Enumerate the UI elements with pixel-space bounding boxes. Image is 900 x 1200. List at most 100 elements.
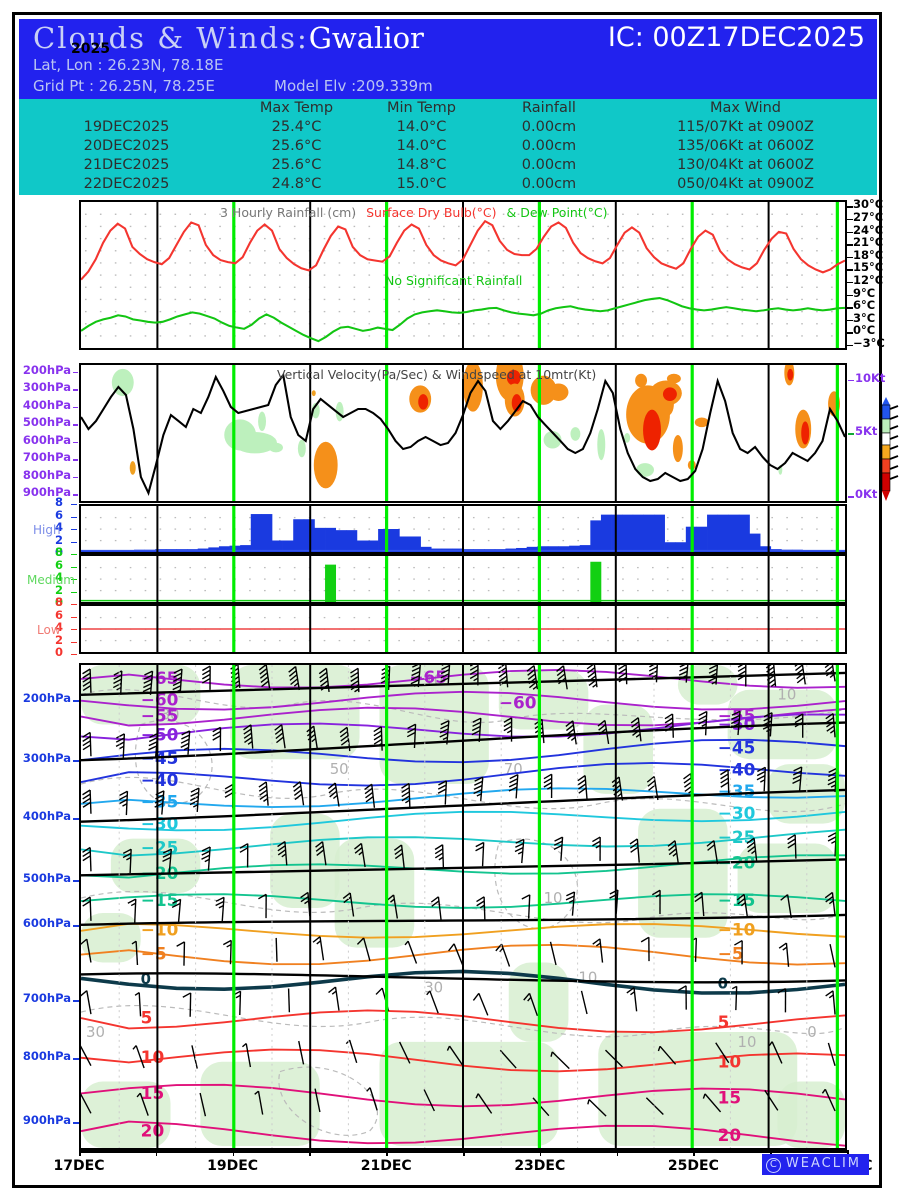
windspeed-tick: 10Kt: [855, 370, 886, 385]
vv-pressure-tick: 200hPa: [22, 362, 71, 377]
svg-text:0: 0: [141, 970, 151, 988]
temp-tick-label: 27°C: [853, 209, 884, 224]
xsection-pressure-tick: 800hPa: [22, 1049, 71, 1063]
cell-date: 22DEC2025: [83, 175, 170, 192]
wind-barb-legend: [877, 393, 900, 503]
svg-text:−50: −50: [718, 714, 756, 734]
cell-date: 21DEC2025: [83, 156, 170, 173]
svg-text:15: 15: [718, 1087, 742, 1107]
low-cloud-tick-mark: [71, 629, 77, 631]
date-tick-mark: [463, 1150, 465, 1156]
temp-tick-label: 9°C: [853, 285, 876, 300]
high-cloud-tick: 0: [54, 545, 63, 559]
vv-pressure-tick: 600hPa: [22, 432, 71, 447]
upper-air-cross-section: 10 10 30 50 70 10 30 30 10 0 10 −65 −60 −55 −55 −50 −50−…: [79, 663, 847, 1150]
xsection-pressure-tick-mark: [73, 1058, 79, 1060]
axis-year-label: 2025: [71, 41, 110, 57]
cell-date: 20DEC2025: [83, 137, 170, 154]
windspeed-tick-mark: [848, 379, 854, 382]
chart-header: Clouds & Winds:Gwalior IC: 00Z17DEC2025 …: [19, 19, 877, 99]
low-cloud-tick-mark: [71, 616, 77, 618]
high-cloud-tick: 8: [54, 495, 63, 509]
date-tick-mark: [232, 1150, 235, 1156]
table-row: 20DEC2025 25.6°C 14.0°C 0.00cm 135/06Kt …: [19, 136, 877, 155]
col-max-wind: Max Wind: [709, 100, 782, 116]
temp-rainfall-panel: [79, 200, 847, 350]
vv-pressure-tick: 500hPa: [22, 415, 71, 430]
medium-cloud-tick-mark: [71, 579, 77, 581]
xsection-pressure-tick-mark: [73, 925, 79, 927]
medium-cloud-panel: [79, 554, 847, 604]
gridpt-label: Grid Pt : 26.25N, 78.25E: [33, 77, 215, 95]
high-cloud-tick-mark: [71, 516, 77, 518]
temp-tick-mark: [847, 256, 853, 259]
temp-tick-label: 6°C: [853, 298, 876, 313]
windspeed-tick-mark: [848, 433, 854, 435]
date-tick-label: 19DEC: [207, 1158, 259, 1174]
medium-cloud-tick-mark: [71, 591, 77, 593]
medium-cloud-tick-mark: [71, 566, 77, 568]
temp-tick-label: 15°C: [853, 260, 884, 275]
col-date: [19, 99, 234, 117]
date-axis-baseline: [79, 1150, 847, 1153]
vv-pressure-tick-mark: [73, 371, 78, 374]
xsection-pressure-tick-mark: [73, 700, 79, 702]
cell-max-wind: 130/04Kt at 0600Z: [677, 156, 814, 173]
vertical-velocity-panel: [79, 363, 847, 503]
chart-frame: Clouds & Winds:Gwalior IC: 00Z17DEC2025 …: [12, 12, 899, 1188]
cell-rainfall: 0.00cm: [521, 175, 577, 192]
svg-text:−25: −25: [141, 837, 179, 857]
model-elevation-label: Model Elv :209.339m: [274, 77, 433, 95]
high-cloud-tick-mark: [71, 529, 77, 531]
temp-tick-mark: [847, 231, 853, 233]
vv-pressure-tick-mark: [73, 406, 78, 409]
table-header-row: Max Temp Min Temp Rainfall Max Wind: [19, 99, 877, 117]
cell-rainfall: 0.00cm: [521, 118, 577, 135]
cell-rainfall: 0.00cm: [521, 137, 577, 154]
xsection-pressure-tick: 300hPa: [22, 751, 71, 765]
svg-text:−30: −30: [141, 814, 179, 834]
barb-scale-icon: [881, 397, 899, 501]
windspeed-tick: 0Kt: [855, 487, 878, 501]
low-cloud-tick: 8: [54, 595, 63, 609]
xsection-pressure-tick: 400hPa: [22, 809, 71, 823]
xsection-pressure-tick-mark: [73, 1122, 79, 1124]
medium-cloud-tick: 6: [54, 557, 63, 572]
temp-tick-mark: [847, 332, 853, 334]
cell-min-temp: 15.0°C: [396, 175, 447, 192]
xsection-pressure-tick-mark: [73, 1000, 79, 1002]
temp-tick-mark: [847, 294, 853, 297]
cell-max-temp: 25.6°C: [271, 137, 322, 154]
table-row: 19DEC2025 25.4°C 14.0°C 0.00cm 115/07Kt …: [19, 117, 877, 136]
svg-text:−30: −30: [718, 803, 756, 823]
col-max-temp: Max Temp: [259, 100, 334, 116]
temp-tick-mark: [847, 319, 853, 322]
cell-max-temp: 24.8°C: [271, 175, 322, 192]
svg-text:20: 20: [141, 1121, 165, 1141]
xsection-pressure-tick-mark: [73, 880, 79, 882]
high-cloud-panel: [79, 504, 847, 554]
table-row: 22DEC2025 24.8°C 15.0°C 0.00cm 050/04Kt …: [19, 174, 877, 193]
svg-text:−45: −45: [718, 738, 756, 758]
svg-text:10: 10: [544, 889, 563, 907]
temp-tick-mark: [847, 269, 853, 271]
svg-text:−55: −55: [141, 706, 179, 726]
medium-cloud-label: Medium: [27, 573, 75, 587]
date-tick-mark: [155, 1150, 158, 1156]
date-tick-mark: [616, 1150, 619, 1156]
svg-text:10: 10: [738, 1033, 757, 1051]
svg-text:−10: −10: [718, 920, 756, 940]
cell-min-temp: 14.8°C: [396, 156, 447, 173]
date-tick-mark: [847, 1150, 849, 1156]
date-tick-mark: [539, 1150, 542, 1156]
svg-text:−40: −40: [141, 770, 179, 790]
date-tick-label: 25DEC: [667, 1158, 719, 1174]
svg-text:−15: −15: [141, 890, 179, 910]
vv-pressure-tick-mark: [73, 476, 78, 479]
high-cloud-tick-mark: [71, 541, 77, 543]
svg-text:10: 10: [718, 1052, 742, 1072]
vv-pressure-tick: 900hPa: [22, 485, 71, 500]
low-cloud-tick-mark: [71, 641, 77, 643]
windspeed-tick-mark: [848, 496, 854, 498]
